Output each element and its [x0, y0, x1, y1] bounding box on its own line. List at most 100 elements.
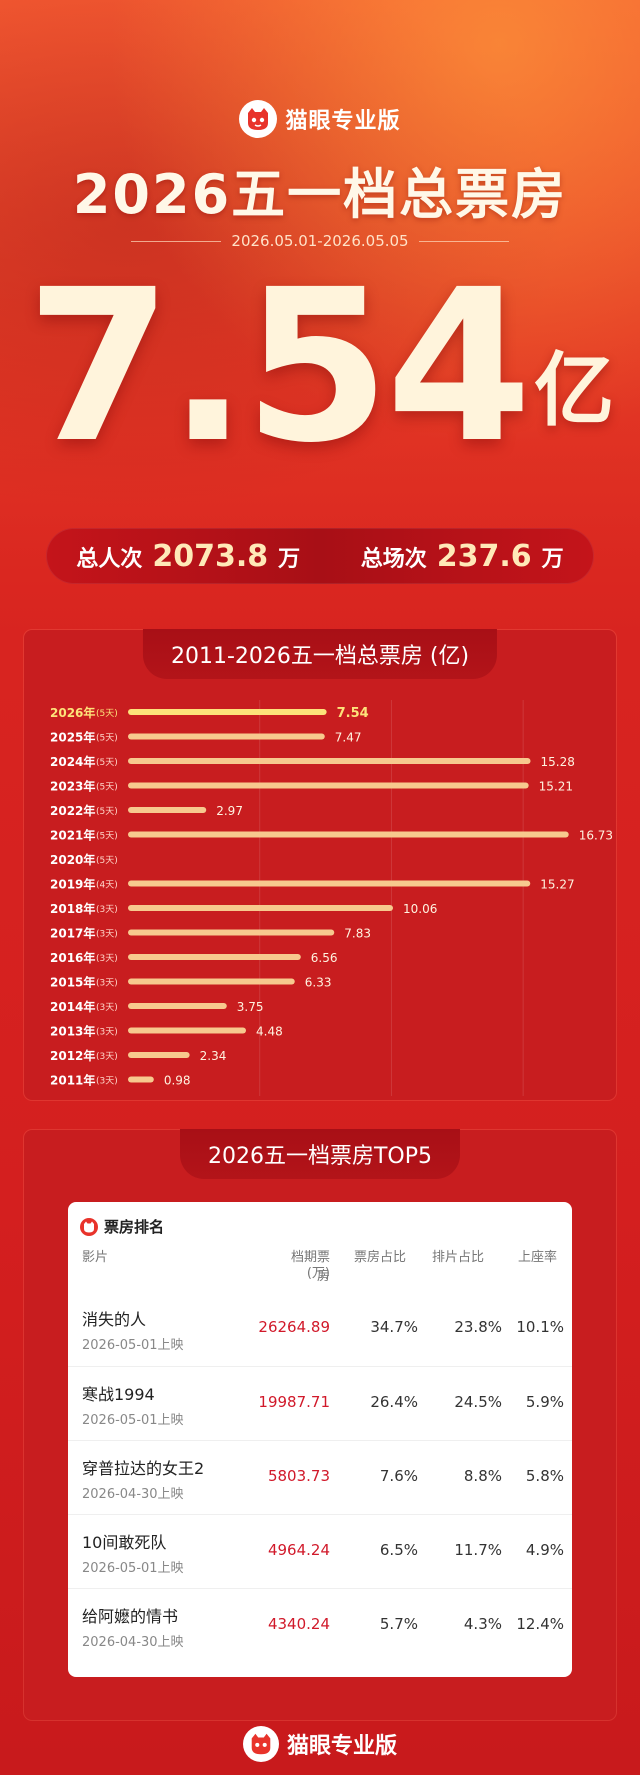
days-label: (5天) [96, 783, 118, 793]
film-title: 10间敢死队 [82, 1533, 167, 1552]
days-label: (3天) [96, 1003, 118, 1013]
total-box-office: 7.54 亿 [0, 262, 640, 472]
bar [128, 1052, 190, 1058]
value-label: 15.28 [541, 755, 575, 769]
box-office-value: 5803.73 [267, 1467, 330, 1485]
year-label: 2019年 [50, 877, 95, 892]
col-occupancy: 上座率 [518, 1250, 558, 1265]
admissions-stat: 总人次 2073.8 万 [76, 539, 300, 574]
value-label: 2.34 [200, 1049, 227, 1063]
days-label: (3天) [96, 905, 118, 915]
table-row[interactable]: 给阿嬷的情书 2026-04-30上映 4340.24 5.7% 4.3% 12.4% [68, 1588, 572, 1662]
top5-panel: 2026五一档票房TOP5 票房排名 影片 档期票房 (万) 票房占比 排片占比… [24, 1129, 616, 1720]
table-row[interactable]: 穿普拉达的女王2 2026-04-30上映 5803.73 7.6% 8.8% 5.8% [68, 1440, 572, 1514]
screenings-unit: 万 [541, 546, 564, 572]
occupancy-rate: 10.1% [516, 1318, 564, 1336]
date-range: 2026.05.01-2026.05.05 [0, 232, 640, 250]
col-screen: 排片占比 [432, 1250, 485, 1265]
table-header: 影片 档期票房 (万) 票房占比 排片占比 上座率 [68, 1246, 572, 1286]
bar [128, 709, 327, 715]
value-label: 4.48 [256, 1025, 283, 1039]
value-label: 2.97 [216, 804, 243, 818]
days-label: (5天) [96, 758, 118, 768]
col-share: 票房占比 [354, 1250, 407, 1265]
days-label: (5天) [96, 856, 118, 866]
admissions-value: 2073.8 [152, 538, 269, 574]
cat-face-icon [239, 100, 278, 138]
value-label: 16.73 [579, 829, 613, 843]
days-label: (3天) [96, 1052, 118, 1062]
bar [128, 733, 325, 740]
cat-face-icon [80, 1217, 98, 1236]
year-label: 2025年 [50, 730, 95, 745]
box-office-value: 26264.89 [258, 1318, 330, 1336]
days-label: (5天) [96, 807, 118, 817]
days-label: (5天) [96, 734, 118, 744]
bar [128, 1003, 227, 1009]
value-label: 15.21 [539, 780, 573, 794]
release-date: 2026-05-01上映 [82, 1413, 184, 1428]
hero-background [0, 0, 640, 560]
bar [128, 905, 394, 911]
bar [128, 1027, 247, 1034]
year-label: 2020年 [50, 852, 95, 867]
total-unit: 亿 [534, 344, 615, 437]
table-row[interactable]: 消失的人 2026-05-01上映 26264.89 34.7% 23.8% 10.1% [68, 1292, 572, 1366]
divider-left [131, 240, 222, 242]
screen-share: 4.3% [463, 1615, 502, 1633]
admissions-unit: 万 [278, 546, 301, 572]
page-title: 2026五一档总票房 [72, 163, 568, 226]
bar [128, 807, 207, 813]
occupancy-rate: 5.9% [525, 1393, 564, 1411]
days-label: (3天) [96, 979, 118, 989]
box-office-value: 19987.71 [258, 1393, 330, 1411]
total-value: 7.54 [25, 244, 532, 489]
value-label: 7.83 [344, 927, 371, 941]
col-box: 档期票房 [290, 1250, 330, 1284]
value-label: 6.56 [311, 951, 338, 965]
year-label: 2017年 [50, 926, 95, 941]
year-label: 2022年 [50, 803, 95, 818]
release-date: 2026-05-01上映 [82, 1561, 184, 1576]
year-label: 2012年 [50, 1048, 95, 1063]
value-label: 3.75 [237, 1000, 264, 1014]
days-label: (3天) [96, 1077, 118, 1087]
film-title: 穿普拉达的女王2 [82, 1459, 205, 1478]
bar [128, 831, 569, 838]
box-share: 26.4% [370, 1393, 418, 1411]
admissions-label: 总人次 [76, 546, 143, 572]
film-title: 消失的人 [82, 1310, 147, 1329]
value-label: 15.27 [540, 878, 574, 892]
footer-brand-name: 猫眼专业版 [286, 1734, 397, 1759]
release-date: 2026-05-01上映 [82, 1338, 184, 1353]
film-title: 给阿嬷的情书 [82, 1607, 179, 1626]
year-label: 2023年 [50, 779, 95, 794]
occupancy-rate: 5.8% [525, 1467, 564, 1485]
film-title: 寒战1994 [82, 1385, 155, 1404]
table-row[interactable]: 10间敢死队 2026-05-01上映 4964.24 6.5% 11.7% 4.9% [68, 1514, 572, 1588]
value-label: 7.54 [337, 706, 369, 721]
occupancy-rate: 4.9% [525, 1541, 564, 1559]
occupancy-rate: 12.4% [516, 1615, 564, 1633]
year-label: 2026年 [50, 705, 95, 720]
value-label: 6.33 [305, 976, 332, 990]
box-share: 6.5% [379, 1541, 418, 1559]
footer-brand: 猫眼专业版 [0, 1726, 640, 1762]
days-label: (5天) [96, 832, 118, 842]
value-label: 7.47 [335, 731, 362, 745]
cat-face-icon [242, 1726, 279, 1762]
bar [128, 758, 531, 764]
col-box-unit: (万) [306, 1266, 330, 1281]
year-label: 2011年 [50, 1073, 95, 1088]
screen-share: 23.8% [454, 1318, 502, 1336]
box-office-value: 4964.24 [267, 1541, 330, 1559]
bar [128, 1076, 154, 1083]
screen-share: 11.7% [454, 1541, 502, 1559]
table-row[interactable]: 寒战1994 2026-05-01上映 19987.71 26.4% 24.5% 5.9% [68, 1366, 572, 1440]
days-label: (3天) [96, 954, 118, 964]
brand-header: 猫眼专业版 [0, 100, 640, 138]
bar [128, 880, 531, 887]
screenings-stat: 总场次 237.6 万 [361, 539, 564, 574]
value-label: 10.06 [403, 902, 437, 916]
screen-share: 8.8% [463, 1467, 502, 1485]
